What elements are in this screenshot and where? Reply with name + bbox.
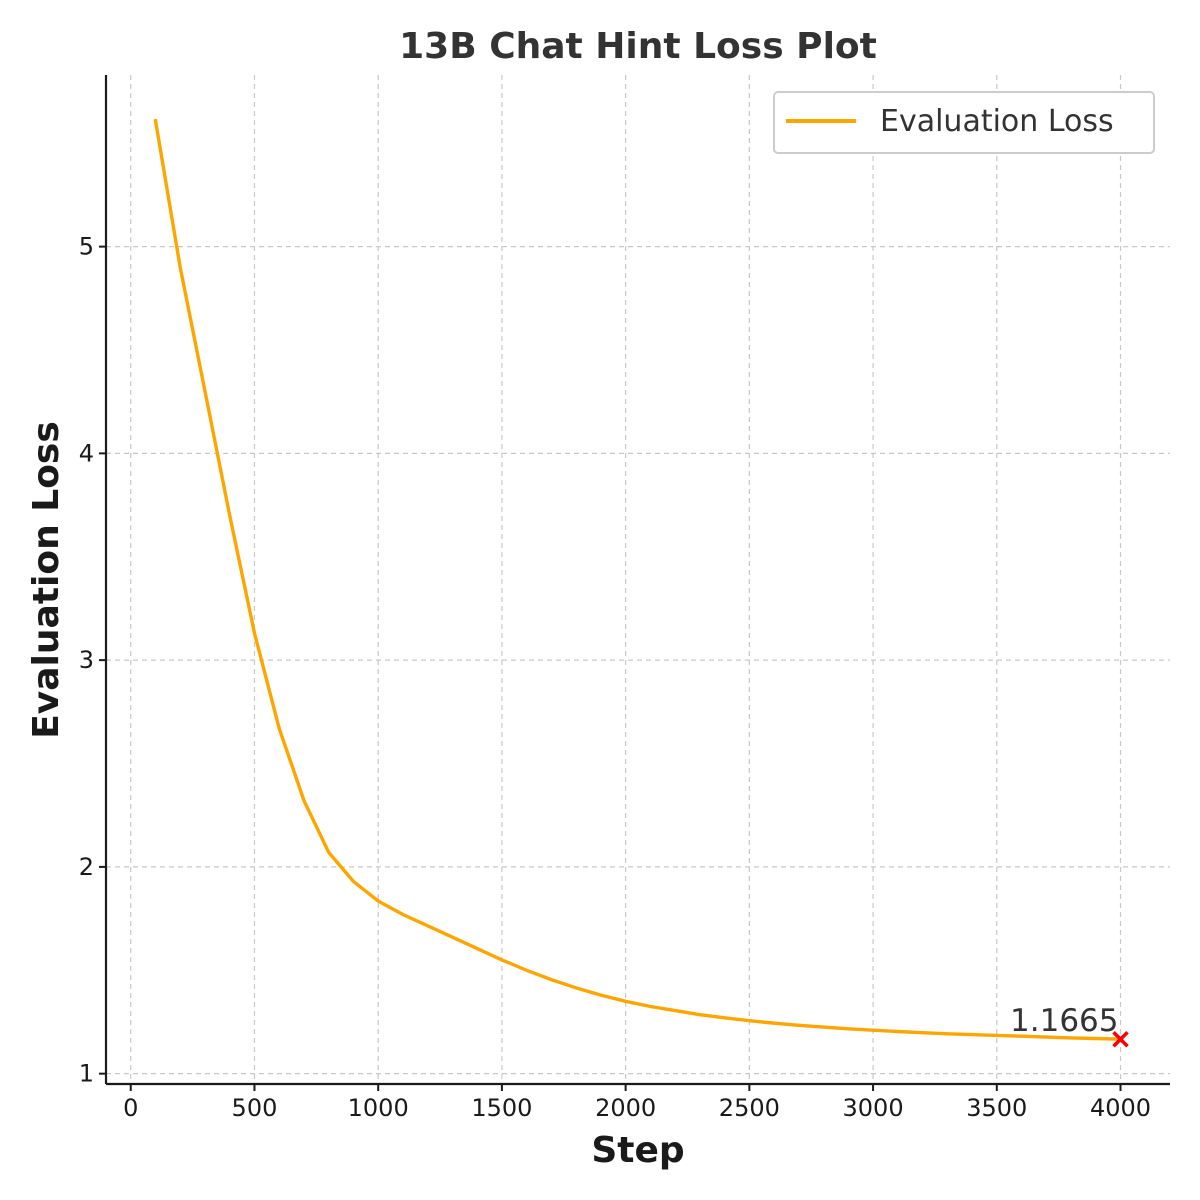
annotations: 1.1665 — [1010, 1003, 1129, 1048]
chart-title: 13B Chat Hint Loss Plot — [399, 26, 877, 67]
final-value-label: 1.1665 — [1010, 1003, 1118, 1039]
y-tick-label: 1 — [79, 1060, 94, 1088]
axes — [99, 75, 1170, 1091]
grid — [106, 75, 1170, 1084]
series-layer — [153, 118, 1123, 1041]
tick-labels: 0 500 1000 1500 2000 2500 3000 3500 4000 1 2 3 4 5 — [79, 233, 1151, 1122]
y-tick-label: 2 — [79, 853, 94, 881]
y-axis-label: Evaluation Loss — [26, 421, 67, 739]
y-tick-label: 5 — [79, 233, 94, 261]
legend: Evaluation Loss — [773, 91, 1155, 154]
series-line-evaluation-loss — [153, 118, 1123, 1041]
final-point-marker — [1112, 1030, 1129, 1048]
x-tick-label: 2000 — [595, 1094, 656, 1122]
legend-label: Evaluation Loss — [880, 104, 1114, 139]
x-tick-label: 1000 — [348, 1094, 409, 1122]
x-tick-label: 3500 — [966, 1094, 1027, 1122]
x-tick-label: 1500 — [471, 1094, 532, 1122]
x-axis-label: Step — [591, 1130, 684, 1171]
legend-box — [773, 91, 1155, 154]
x-tick-label: 2500 — [719, 1094, 780, 1122]
x-tick-label: 0 — [123, 1094, 138, 1122]
x-tick-label: 3000 — [843, 1094, 904, 1122]
x-tick-label: 500 — [232, 1094, 278, 1122]
y-tick-label: 3 — [79, 646, 94, 674]
y-tick-label: 4 — [79, 439, 94, 467]
x-tick-label: 4000 — [1090, 1094, 1151, 1122]
